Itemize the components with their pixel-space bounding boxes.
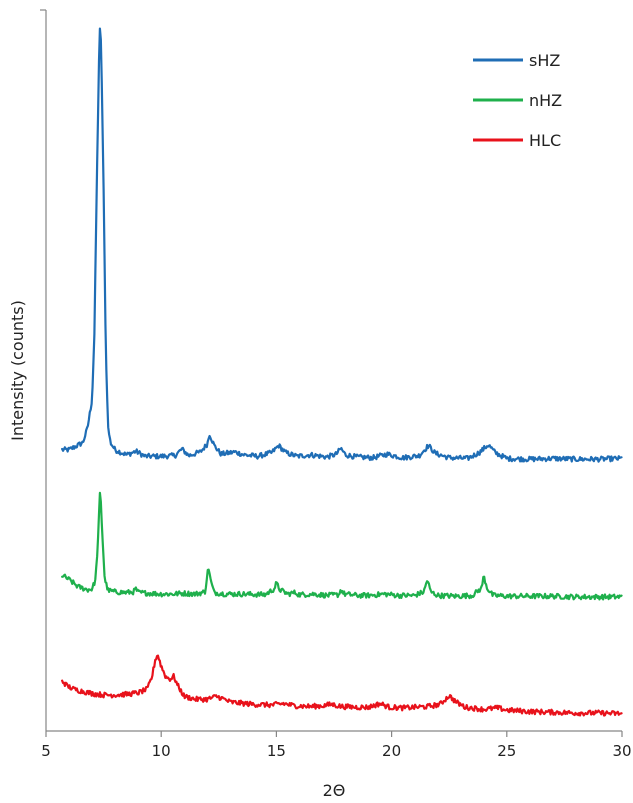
x-tick-label-15: 15 [267,742,286,760]
x-tick-label-30: 30 [612,742,631,760]
axes [45,10,622,732]
x-axis-title: 2Θ [323,781,346,800]
legend-label-sHZ: sHZ [529,51,560,70]
x-axis-ticks: 5 10 15 20 25 30 [40,9,632,760]
x-tick-label-25: 25 [497,742,516,760]
x-tick-label-5: 5 [41,742,51,760]
legend: sHZ nHZ HLC [473,51,562,150]
x-tick-label-10: 10 [152,742,171,760]
x-tick-label-20: 20 [382,742,401,760]
legend-label-HLC: HLC [529,131,561,150]
series-nHZ-line [61,491,623,601]
series-lines [61,27,623,717]
series-sHZ-line [61,27,623,463]
series-HLC-line [61,654,623,717]
legend-label-nHZ: nHZ [529,91,562,110]
y-axis-title: Intensity (counts) [8,300,27,441]
